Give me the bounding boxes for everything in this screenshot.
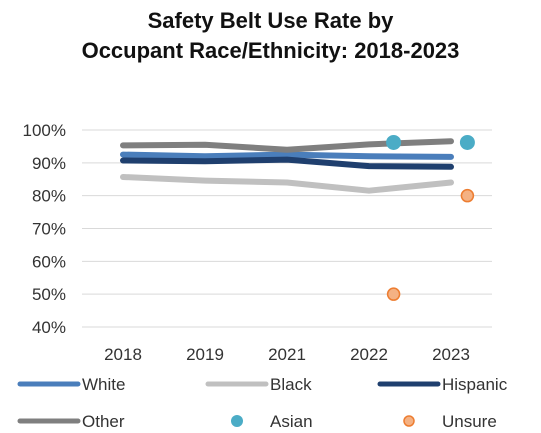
legend-swatch-asian xyxy=(231,415,243,427)
x-tick-label: 2023 xyxy=(432,345,470,364)
legend: White Black Hispanic Other Asian Unsure xyxy=(17,375,508,431)
x-tick-label: 2021 xyxy=(268,345,306,364)
point-asian xyxy=(459,134,475,150)
y-tick-label: 40% xyxy=(32,318,66,337)
point-unsure xyxy=(386,287,401,301)
legend-label-unsure: Unsure xyxy=(442,412,497,431)
legend-swatch-unsure xyxy=(403,415,415,427)
legend-label-other: Other xyxy=(82,412,125,431)
y-tick-label: 50% xyxy=(32,285,66,304)
point-asian xyxy=(386,134,402,150)
legend-label-white: White xyxy=(82,375,125,394)
y-tick-label: 80% xyxy=(32,187,66,206)
series-line-white xyxy=(120,151,454,160)
point-unsure xyxy=(460,188,475,203)
y-tick-label: 60% xyxy=(32,252,66,271)
series-line-black xyxy=(120,174,454,194)
legend-label-hispanic: Hispanic xyxy=(442,375,508,394)
chart-title-line-2: Occupant Race/Ethnicity: 2018-2023 xyxy=(81,38,460,63)
y-axis-tick-labels: 100% 90% 80% 70% 60% 50% 40% xyxy=(23,121,66,337)
x-tick-label: 2022 xyxy=(350,345,388,364)
series-marks xyxy=(120,134,475,301)
legend-label-asian: Asian xyxy=(270,412,313,431)
x-axis-tick-labels: 2018 2019 2021 2022 2023 xyxy=(104,345,470,364)
y-tick-label: 90% xyxy=(32,154,66,173)
series-line-other xyxy=(120,138,454,153)
series-line-hispanic xyxy=(120,156,454,170)
legend-label-black: Black xyxy=(270,375,312,394)
chart-title: Safety Belt Use Rate by Occupant Race/Et… xyxy=(0,6,541,66)
chart-title-line-1: Safety Belt Use Rate by xyxy=(147,8,394,33)
y-tick-label: 100% xyxy=(23,121,66,140)
y-tick-label: 70% xyxy=(32,220,66,239)
gridlines xyxy=(82,129,492,328)
x-tick-label: 2018 xyxy=(104,345,142,364)
x-tick-label: 2019 xyxy=(186,345,224,364)
